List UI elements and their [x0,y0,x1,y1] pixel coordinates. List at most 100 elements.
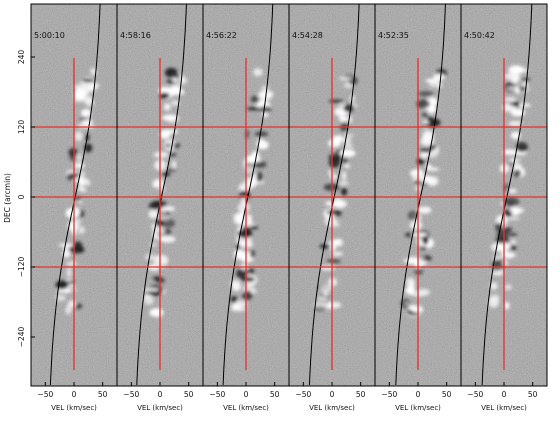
emission-blob [246,107,262,111]
emission-blob [76,153,82,162]
panel-5-x-tick-label: 50 [442,390,452,399]
panel-5-x-axis-label: VEL (km/sec) [395,404,441,412]
emission-blob [494,237,510,244]
panel-3-x-axis-label: VEL (km/sec) [223,404,269,412]
emission-blob [66,261,77,267]
emission-blob [164,229,172,235]
emission-blob [317,296,328,301]
emission-blob [509,162,514,168]
emission-blob [243,284,255,292]
emission-blob [320,265,336,272]
emission-blob [76,247,85,253]
emission-blob [333,210,342,217]
emission-blob [502,260,509,267]
emission-blob [73,93,87,97]
emission-blob [510,244,517,251]
panel-1-x-tick-label: 50 [98,390,108,399]
emission-blob [237,229,253,239]
emission-blob [434,81,443,89]
emission-blob [514,101,520,108]
emission-blob [416,99,431,109]
emission-blob [421,112,429,118]
emission-blob [81,82,95,93]
emission-blob [256,171,263,182]
emission-blob [414,169,424,176]
panel-separators [30,3,548,387]
emission-blob [253,161,267,168]
emission-blob [75,196,82,201]
emission-blob [170,89,185,96]
emission-blob [342,156,348,165]
panel-4-x-axis-label: VEL (km/sec) [309,404,355,412]
emission-blob [242,290,253,301]
emission-blob [404,302,410,306]
emission-blob [488,297,499,308]
emission-blob [81,109,92,117]
panel-1-x-tick-label: −50 [37,390,53,399]
emission-blob [254,131,269,137]
emission-blob [319,243,333,249]
emission-blob [249,249,256,259]
emission-features [55,65,531,318]
emission-blob [235,212,244,224]
emission-blob [55,280,68,290]
emission-blob [344,144,354,149]
emission-blob [329,244,337,251]
emission-blob [408,304,416,311]
emission-blob [406,256,421,265]
emission-blob [508,120,523,127]
panel-6-x-axis-label: VEL (km/sec) [481,404,527,412]
emission-blob [418,206,432,214]
emission-blob [509,207,525,214]
emission-blob [333,197,343,208]
panel-2-x-axis-label: VEL (km/sec) [137,404,183,412]
emission-blob [415,174,431,181]
emission-blob [489,282,498,290]
emission-blob [420,152,429,157]
emission-blob [161,132,171,137]
emission-blob [166,168,177,172]
emission-blob [421,123,437,127]
emission-blob [431,99,438,104]
y-tick-label: −120 [17,256,26,277]
emission-blob [422,130,435,141]
emission-blob [172,160,176,169]
panel-4-x-tick-label: 50 [356,390,366,399]
emission-blob [491,271,503,276]
panel-4-x-tick-label: −50 [295,390,311,399]
emission-blob [339,149,356,157]
emission-blob [239,181,255,190]
emission-blob [327,242,342,246]
emission-blob [233,249,242,260]
emission-blob [326,258,341,264]
panel-4-curve [308,4,360,386]
panel-5-features [400,69,447,318]
emission-blob [418,91,434,97]
emission-blob [342,136,352,146]
emission-blob [251,150,260,160]
model-curves [49,4,533,386]
emission-blob [514,67,529,73]
emission-blob [503,227,513,233]
emission-blob [259,105,272,113]
y-tick-label: −240 [17,326,26,347]
emission-blob [230,279,240,286]
panel-6-curve [481,4,533,386]
emission-blob [249,225,258,230]
emission-blob [73,84,83,90]
emission-blob [411,233,428,237]
panel-3-x-tick-label: 0 [244,390,249,399]
emission-blob [160,261,167,271]
emission-blob [341,187,348,196]
emission-blob [338,116,346,122]
emission-blob [510,157,517,163]
emission-blob [236,268,248,279]
panel-5-x-tick-label: −50 [381,390,397,399]
emission-blob [170,100,181,106]
emission-blob [413,180,421,185]
emission-blob [504,284,513,291]
emission-blob [66,278,72,282]
emission-blob [151,308,156,316]
